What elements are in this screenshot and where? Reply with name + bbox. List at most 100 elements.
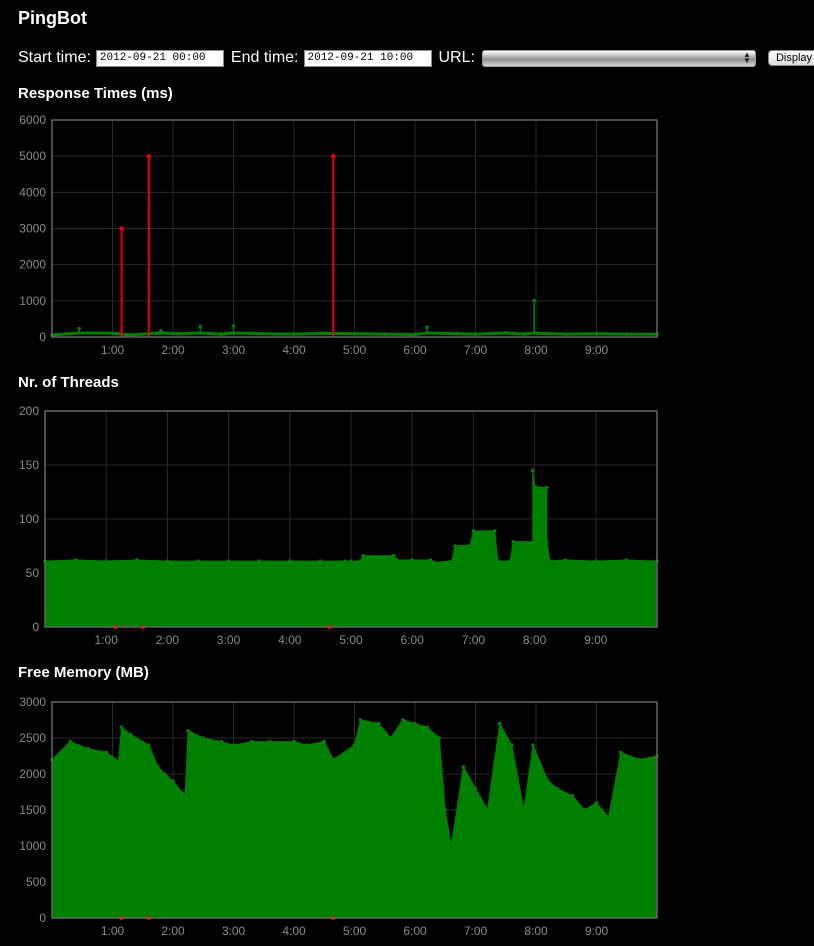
data-point	[358, 718, 363, 722]
data-point	[503, 330, 508, 335]
x-tick-label: 1:00	[101, 343, 125, 357]
threads-chart: 0 50 100 150 200 1:00 2:00 3:00 4:00 5:00 6:00 7:00…	[19, 404, 659, 647]
data-point	[510, 743, 514, 747]
data-point	[570, 793, 575, 798]
plot-frame	[51, 701, 658, 919]
data-point	[116, 331, 121, 336]
data-point	[413, 721, 417, 726]
data-point	[352, 743, 357, 747]
x-tick-label: 3:00	[217, 633, 241, 647]
x-tick-label: 6:00	[403, 343, 427, 357]
series-area	[532, 470, 548, 628]
data-point	[431, 560, 436, 564]
x-tick-label: 4:00	[282, 343, 306, 357]
data-point	[473, 332, 478, 336]
end-time-input[interactable]	[303, 49, 432, 67]
data-point	[594, 559, 598, 563]
data-point	[606, 815, 611, 819]
y-tick-label: 1000	[19, 294, 46, 308]
data-point	[453, 544, 457, 548]
data-point	[637, 757, 641, 762]
data-point	[624, 332, 629, 336]
x-tick-label: 3:00	[222, 343, 246, 357]
data-point	[471, 529, 476, 533]
data-point	[497, 721, 502, 726]
data-point	[564, 332, 569, 336]
data-point	[219, 739, 224, 744]
data-point	[304, 743, 308, 747]
x-tick-label: 5:00	[343, 343, 367, 357]
data-point	[68, 739, 72, 744]
y-tick-label: 4000	[19, 185, 46, 199]
data-point	[624, 558, 629, 562]
x-tick-label: 2:00	[161, 924, 185, 938]
data-point	[119, 725, 124, 729]
data-point	[358, 559, 362, 563]
data-point	[186, 729, 190, 733]
free-memory-chart: 0 500 1000 1500 2000 2500 3000 1:00 2:00 3:00 4:00…	[19, 695, 659, 938]
data-point	[231, 743, 236, 747]
data-point	[331, 757, 336, 762]
x-tick-label: 9:00	[585, 924, 609, 938]
data-point	[537, 331, 541, 336]
y-tick-label: 1500	[19, 803, 46, 817]
x-tick-label: 9:00	[585, 343, 609, 357]
data-point	[73, 558, 78, 562]
x-tick-label: 2:00	[161, 343, 185, 357]
y-tick-label: 150	[19, 458, 39, 472]
data-point	[531, 743, 535, 747]
data-point	[392, 553, 396, 558]
data-point	[226, 559, 231, 563]
app-title: PingBot	[18, 8, 87, 28]
data-point	[198, 324, 203, 329]
data-point	[292, 739, 296, 744]
data-point	[292, 332, 296, 336]
y-tick-label: 100	[19, 512, 39, 526]
data-point	[455, 331, 460, 336]
data-point	[428, 558, 433, 562]
url-select[interactable]: ▲ ▼	[481, 49, 756, 67]
data-point	[322, 331, 327, 336]
x-tick-label: 5:00	[339, 633, 363, 647]
data-point	[288, 559, 292, 563]
y-tick-label: 5000	[19, 149, 46, 163]
data-point	[196, 559, 200, 563]
data-point	[468, 543, 473, 547]
x-tick-label: 3:00	[222, 924, 246, 938]
end-time-label: End time:	[230, 49, 299, 66]
query-form: Start time: End time: URL: ▲▼ Display	[18, 47, 814, 69]
response-times-title: Response Times (ms)	[18, 85, 173, 102]
start-time-label: Start time:	[18, 49, 91, 66]
data-point	[522, 808, 526, 812]
data-point	[496, 559, 500, 563]
x-tick-label: 8:00	[523, 633, 547, 647]
data-point	[473, 786, 478, 791]
plot-frame	[51, 119, 658, 338]
data-point	[493, 529, 497, 533]
x-tick-label: 6:00	[403, 924, 427, 938]
data-point	[219, 332, 224, 336]
data-point	[511, 539, 515, 544]
data-point	[183, 793, 187, 798]
x-tick-label: 8:00	[524, 343, 548, 357]
start-time-input[interactable]	[95, 49, 224, 67]
display-button[interactable]: Display	[767, 50, 814, 66]
data-point	[156, 765, 160, 769]
data-point	[257, 559, 262, 563]
y-tick-label: 500	[26, 875, 46, 889]
data-point	[395, 558, 399, 562]
y-tick-label: 50	[26, 566, 40, 580]
data-point	[261, 331, 266, 336]
response-times-chart: 0 1000 2000 3000 4000 5000 6000 1:00 2:00 3:00 4:0…	[19, 113, 659, 357]
x-tick-label: 1:00	[95, 633, 119, 647]
data-point	[461, 765, 466, 769]
data-point	[322, 739, 327, 744]
data-point	[594, 801, 599, 805]
x-tick-label: 4:00	[278, 633, 302, 647]
y-tick-label: 0	[39, 330, 46, 344]
updown-arrows-icon: ▲ ▼	[743, 49, 751, 65]
data-point	[410, 558, 415, 562]
data-point	[343, 559, 347, 563]
data-point	[104, 559, 108, 563]
y-tick-label: 2500	[19, 731, 46, 745]
